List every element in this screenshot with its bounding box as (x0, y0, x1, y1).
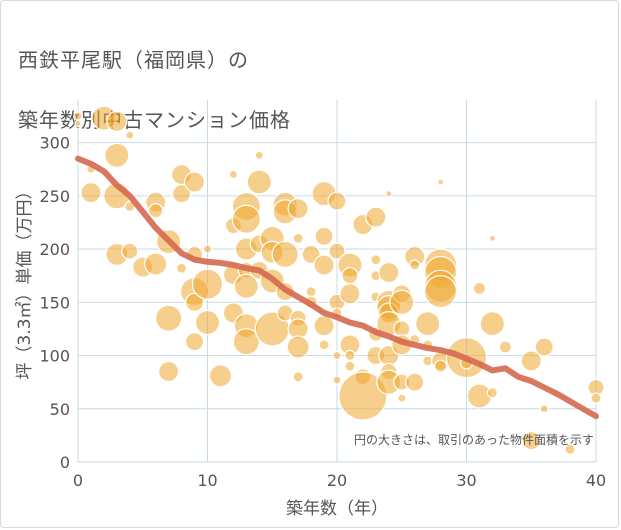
data-bubble (338, 371, 388, 421)
title-line-1: 西鉄平尾駅（福岡県）の (18, 48, 249, 72)
data-bubble (292, 371, 304, 383)
data-bubble (344, 349, 356, 362)
data-bubble (313, 254, 335, 276)
data-bubble (341, 267, 359, 285)
data-bubble (292, 232, 304, 245)
data-bubble (437, 178, 445, 186)
trend-line (75, 155, 599, 420)
data-bubble (202, 244, 213, 254)
data-bubble (232, 328, 260, 356)
data-bubble (184, 332, 205, 352)
bubble-series (73, 105, 605, 455)
data-bubble (564, 443, 576, 455)
data-bubble (385, 190, 393, 198)
x-axis-label: 築年数（年） (286, 499, 388, 519)
data-bubble (389, 289, 415, 315)
x-tick-label: 40 (586, 471, 606, 490)
data-bubble (397, 393, 407, 403)
data-bubble (472, 281, 487, 296)
data-bubble (370, 254, 382, 266)
data-bubble (327, 191, 347, 211)
data-bubble (231, 204, 261, 234)
data-bubble (155, 304, 183, 332)
data-bubble (184, 292, 205, 312)
data-bubble (332, 375, 342, 385)
data-bubble (318, 339, 330, 351)
x-tick-label: 20 (327, 471, 347, 490)
x-tick-label: 0 (73, 471, 83, 490)
data-bubble (158, 360, 180, 383)
axis-ticks: 0 50 100 150 200 250 300 0 10 20 30 40 (39, 134, 606, 490)
data-bubble (405, 372, 425, 392)
x-tick-label: 10 (197, 471, 217, 490)
data-bubble (488, 234, 496, 243)
data-bubble (339, 283, 361, 305)
data-bubble (73, 111, 83, 121)
data-bubble (121, 242, 139, 260)
data-bubble (313, 315, 335, 337)
y-tick-label: 150 (39, 293, 70, 312)
data-bubble (106, 110, 128, 132)
y-tick-label: 250 (39, 187, 70, 206)
data-bubble (208, 364, 233, 388)
x-tick-label: 30 (456, 471, 476, 490)
data-bubble (287, 198, 309, 220)
data-bubble (378, 261, 400, 284)
data-bubble (409, 259, 421, 271)
data-bubble (521, 431, 541, 451)
data-bubble (183, 171, 206, 193)
y-tick-label: 300 (39, 134, 70, 153)
data-bubble (125, 130, 135, 140)
data-bubble (314, 226, 334, 246)
data-bubble (194, 309, 221, 336)
data-bubble (191, 268, 224, 300)
data-bubble (498, 340, 512, 354)
chart-title: 西鉄平尾駅（福岡県）の 築年数別中古マンション価格 (18, 15, 291, 165)
y-axis-label: 坪（3.3㎡）単価（万円） (15, 182, 35, 379)
data-bubble (228, 169, 238, 180)
y-tick-label: 100 (39, 347, 70, 366)
data-bubble (80, 182, 102, 204)
data-bubble (434, 359, 448, 373)
grid-lines (77, 100, 597, 463)
y-tick-label: 0 (60, 453, 70, 472)
data-bubble (172, 184, 192, 204)
data-bubble (486, 387, 498, 399)
data-bubble (286, 335, 310, 359)
data-bubble (148, 203, 164, 219)
data-bubble (305, 286, 317, 298)
data-bubble (104, 142, 130, 168)
y-tick-label: 50 (50, 400, 70, 419)
data-bubble (344, 360, 356, 372)
data-bubble (539, 404, 549, 414)
data-bubble (246, 169, 272, 195)
data-bubble (415, 310, 441, 337)
title-line-2: 築年数別中古マンション価格 (18, 108, 291, 132)
data-bubble (233, 273, 259, 299)
area-note: 円の大きさは、取引のあった物件面積を示す (354, 432, 594, 447)
data-bubble (176, 262, 188, 274)
data-bubble (332, 350, 342, 361)
data-bubble (424, 275, 458, 309)
y-tick-label: 200 (39, 240, 70, 259)
data-bubble (254, 150, 264, 160)
data-bubble (534, 337, 554, 357)
data-bubble (365, 206, 387, 228)
data-bubble (74, 119, 82, 128)
data-bubble (271, 240, 299, 268)
data-bubble (590, 392, 602, 404)
data-bubble (520, 350, 542, 372)
data-bubble (479, 310, 505, 337)
data-bubble (328, 242, 346, 260)
data-bubble (144, 252, 168, 276)
